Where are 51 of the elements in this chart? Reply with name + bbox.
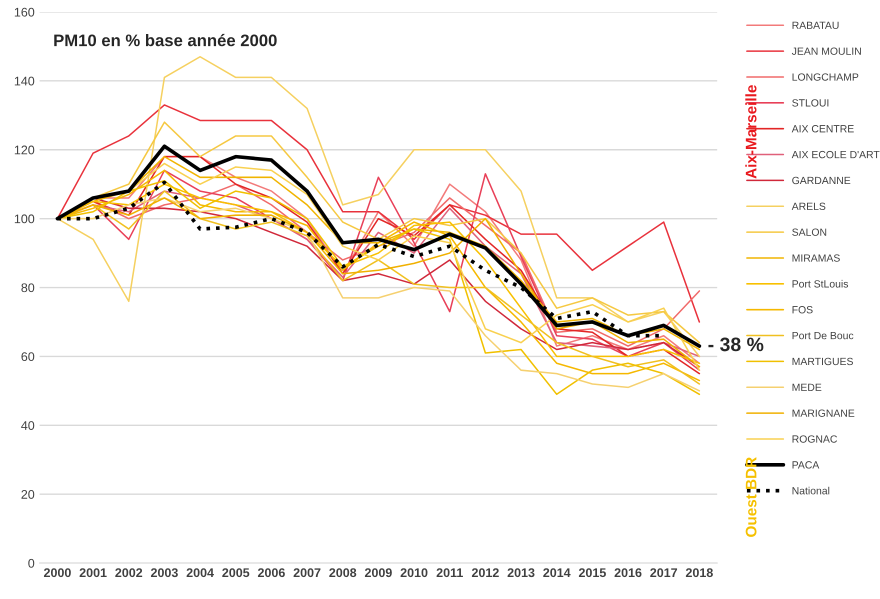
legend-label: JEAN MOULIN [792,47,861,55]
x-tick-label: 2005 [222,568,250,578]
annotation: - 38 % [708,338,764,352]
legend-label: GARDANNE [792,176,850,184]
legend-label: National [792,486,830,494]
x-tick-label: 2014 [543,568,571,578]
y-tick-label: 80 [21,283,34,292]
y-tick-label: 160 [14,8,34,17]
legend-label: Port De Bouc [792,332,854,340]
legend-label: ROGNAC [792,435,838,443]
legend-label: AIX ECOLE D'ART [792,150,880,158]
x-tick-label: 2018 [686,568,713,578]
legend-label: PACA [792,461,820,469]
y-tick-label: 0 [28,558,34,568]
y-tick-label: 140 [14,76,34,86]
y-tick-label: 100 [14,214,34,224]
x-tick-label: 2013 [508,568,535,578]
x-tick-label: 2011 [436,568,463,578]
legend-label: AIX CENTRE [792,125,854,132]
x-tick-label: 2002 [115,568,142,578]
x-tick-label: 2007 [294,568,320,578]
legend-label: ARELS [792,202,826,210]
legend-label: RABATAU [792,22,839,30]
x-tick-label: 2003 [150,568,178,578]
x-tick-label: 2016 [614,568,642,578]
x-tick-label: 2001 [80,568,107,578]
y-tick-label: 60 [21,352,34,362]
text: Ouest BDR [746,457,756,537]
x-tick-label: 2009 [364,568,392,578]
legend-label: MARIGNANE [792,409,854,417]
y-tick-label: 40 [21,421,34,430]
x-tick-label: 2015 [578,568,606,578]
legend-label: MEDE [792,384,822,391]
x-tick-label: 2000 [44,568,71,578]
legend-label: SALON [792,228,826,236]
legend-label: MIRAMAS [792,254,840,262]
y-tick-label: 20 [21,490,34,499]
y-tick-label: 120 [14,146,34,154]
legend-label: Port StLouis [792,280,848,288]
x-tick-label: 2004 [186,568,214,578]
x-tick-label: 2010 [400,568,428,578]
legend-label: STLOUI [792,99,828,107]
x-tick-label: 2008 [329,568,356,578]
x-tick-label: 2012 [472,568,499,578]
legend-label: FOS [792,306,813,314]
x-tick-label: 2006 [258,568,285,578]
text: Aix-Marseille [745,85,756,179]
x-tick-label: 2017 [650,568,678,578]
legend-label: MARTIGUES [792,358,853,366]
legend-label: LONGCHAMP [792,73,858,81]
text: PM10 en % base année 2000 [54,34,277,46]
